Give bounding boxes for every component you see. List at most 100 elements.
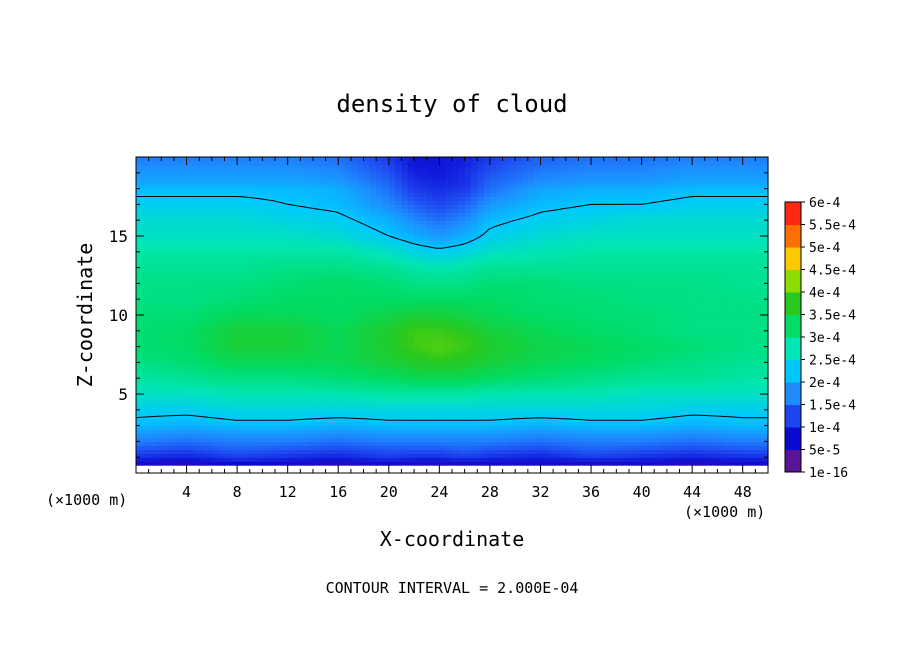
- heatmap-cell: [306, 425, 314, 431]
- heatmap-cell: [521, 441, 529, 446]
- heatmap-cell: [211, 405, 219, 411]
- heatmap-cell: [306, 299, 314, 304]
- heatmap-cell: [761, 334, 769, 340]
- heatmap-cell: [502, 374, 510, 379]
- heatmap-cell: [540, 417, 548, 423]
- heatmap-cell: [591, 287, 598, 292]
- heatmap-cell: [464, 382, 472, 387]
- heatmap-cell: [148, 334, 156, 340]
- heatmap-cell: [458, 409, 466, 415]
- heatmap-cell: [300, 390, 308, 395]
- heatmap-cell: [692, 457, 700, 462]
- heatmap-cell: [591, 445, 598, 450]
- heatmap-cell: [256, 425, 263, 431]
- heatmap-cell: [205, 287, 213, 292]
- heatmap-cell: [268, 283, 276, 288]
- heatmap-cell: [331, 334, 339, 340]
- heatmap-cell: [281, 413, 289, 419]
- heatmap-cell: [211, 413, 219, 419]
- heatmap-cell: [395, 397, 403, 403]
- heatmap-cell: [357, 409, 365, 415]
- heatmap-cell: [319, 362, 327, 367]
- heatmap-cell: [641, 401, 649, 407]
- heatmap-cell: [420, 461, 428, 466]
- heatmap-cell: [496, 283, 504, 288]
- heatmap-cell: [749, 378, 756, 383]
- heatmap-cell: [243, 330, 251, 336]
- heatmap-cell: [388, 394, 396, 399]
- heatmap-cell: [395, 275, 403, 281]
- heatmap-cell: [148, 409, 156, 415]
- heatmap-cell: [205, 413, 213, 419]
- heatmap-cell: [483, 382, 491, 387]
- heatmap-cell: [256, 445, 263, 450]
- heatmap-cell: [458, 421, 466, 427]
- heatmap-cell: [243, 358, 251, 363]
- heatmap-cell: [237, 401, 245, 407]
- heatmap-cell: [319, 295, 327, 300]
- heatmap-cell: [730, 307, 737, 312]
- heatmap-cell: [749, 307, 756, 312]
- heatmap-cell: [161, 338, 169, 344]
- heatmap-cell: [749, 425, 756, 431]
- heatmap-cell: [256, 358, 263, 363]
- heatmap-cell: [312, 311, 320, 316]
- heatmap-cell: [761, 441, 769, 446]
- heatmap-cell: [635, 441, 643, 446]
- heatmap-cell: [173, 445, 181, 450]
- heatmap-cell: [622, 322, 630, 328]
- heatmap-cell: [736, 291, 744, 296]
- heatmap-cell: [230, 461, 238, 466]
- heatmap-cell: [704, 295, 712, 300]
- heatmap-cell: [205, 326, 213, 332]
- heatmap-cell: [704, 338, 712, 344]
- heatmap-cell: [616, 326, 624, 332]
- heatmap-cell: [641, 271, 649, 277]
- heatmap-cell: [730, 318, 737, 324]
- heatmap-cell: [540, 374, 548, 379]
- heatmap-cell: [205, 299, 213, 304]
- heatmap-cell: [243, 437, 251, 442]
- heatmap-cell: [142, 390, 150, 395]
- heatmap-cell: [243, 445, 251, 450]
- heatmap-cell: [584, 405, 592, 411]
- heatmap-cell: [698, 449, 706, 454]
- heatmap-cell: [540, 326, 548, 332]
- heatmap-cell: [470, 461, 478, 466]
- heatmap-cell: [704, 311, 712, 316]
- heatmap-cell: [338, 311, 346, 316]
- heatmap-cell: [470, 401, 478, 407]
- heatmap-cell: [256, 342, 263, 348]
- heatmap-cell: [338, 461, 346, 466]
- heatmap-cell: [679, 350, 687, 356]
- heatmap-cell: [199, 405, 207, 411]
- heatmap-cell: [281, 397, 289, 403]
- heatmap-cell: [281, 303, 289, 308]
- heatmap-cell: [723, 334, 731, 340]
- heatmap-cell: [369, 437, 377, 442]
- heatmap-cell: [654, 433, 662, 439]
- heatmap-cell: [136, 334, 143, 340]
- heatmap-cell: [553, 433, 561, 439]
- heatmap-cell: [173, 267, 181, 273]
- heatmap-cell: [540, 271, 548, 277]
- heatmap-cell: [154, 437, 162, 442]
- heatmap-cell: [521, 362, 529, 367]
- heatmap-cell: [635, 334, 643, 340]
- heatmap-cell: [483, 366, 491, 371]
- heatmap-cell: [584, 453, 592, 458]
- heatmap-cell: [578, 421, 586, 427]
- heatmap-cell: [673, 283, 681, 288]
- heatmap-cell: [420, 421, 428, 427]
- heatmap-cell: [281, 461, 289, 466]
- heatmap-cell: [199, 283, 207, 288]
- heatmap-cell: [679, 449, 687, 454]
- heatmap-cell: [300, 299, 308, 304]
- heatmap-cell: [262, 350, 270, 356]
- heatmap-cell: [698, 417, 706, 423]
- heatmap-cell: [395, 437, 403, 442]
- heatmap-cell: [312, 441, 320, 446]
- heatmap-cell: [717, 374, 725, 379]
- heatmap-cell: [205, 433, 213, 439]
- heatmap-cell: [565, 366, 573, 371]
